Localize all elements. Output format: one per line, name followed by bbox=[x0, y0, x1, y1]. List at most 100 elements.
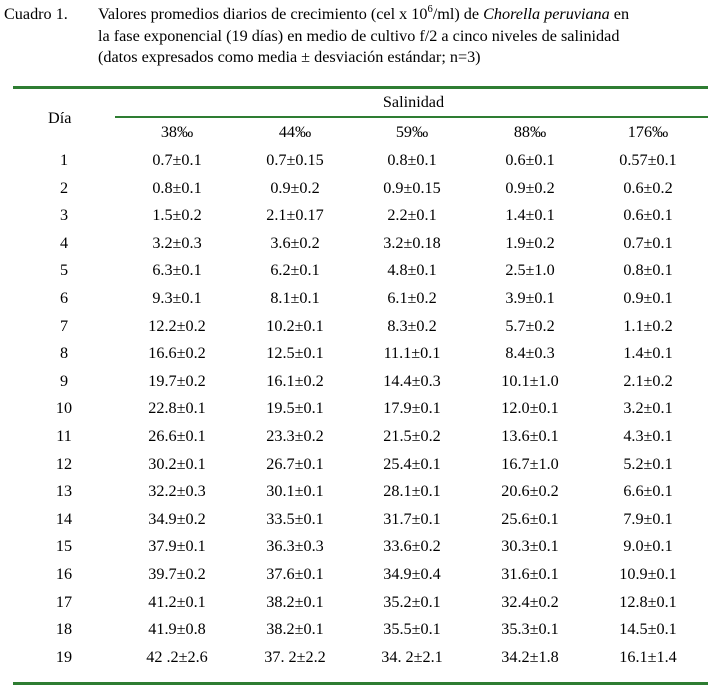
table-top-rule bbox=[13, 86, 708, 89]
value-cell: 17.9±0.1 bbox=[383, 399, 441, 418]
value-cell: 36.3±0.3 bbox=[266, 537, 324, 556]
value-cell: 0.6±0.1 bbox=[505, 151, 555, 169]
value-cell: 26.6±0.1 bbox=[148, 426, 206, 445]
value-cell: 5.7±0.2 bbox=[505, 316, 555, 335]
day-cell: 4 bbox=[59, 233, 69, 252]
value-cell: 37.9±0.1 bbox=[148, 537, 206, 556]
caption-line-1-b: /ml) de bbox=[432, 5, 484, 23]
value-cell: 1.4±0.1 bbox=[623, 344, 673, 363]
value-cell: 3.2±0.1 bbox=[623, 399, 673, 418]
salinity-column-header: 88‰ bbox=[513, 123, 547, 141]
value-cell: 0.8±0.1 bbox=[623, 261, 673, 280]
value-cell: 1.5±0.2 bbox=[152, 206, 202, 225]
salinity-column-header: 38‰ bbox=[160, 123, 194, 141]
salinity-column-header: 59‰ bbox=[395, 123, 429, 141]
value-cell: 37. 2±2.2 bbox=[264, 647, 326, 666]
value-cell: 0.57±0.1 bbox=[619, 151, 677, 169]
day-cell: 13 bbox=[55, 482, 73, 501]
day-cell: 14 bbox=[55, 509, 73, 528]
caption-line-1-a: Valores promedios diarios de crecimiento… bbox=[98, 5, 428, 23]
value-cell: 33.5±0.1 bbox=[266, 509, 324, 528]
value-cell: 0.9±0.2 bbox=[505, 178, 555, 197]
value-cell: 32.2±0.3 bbox=[148, 482, 206, 501]
table-row: 16 39.7±0.2 37.6±0.1 34.9±0.4 31.6±0.1 10.9±0… bbox=[0, 565, 717, 593]
value-cell: 19.5±0.1 bbox=[266, 399, 324, 418]
value-cell: 34.9±0.4 bbox=[383, 564, 441, 583]
salinity-column-header: 176‰ bbox=[627, 123, 669, 141]
value-cell: 16.1±1.4 bbox=[619, 647, 677, 666]
value-cell: 9.3±0.1 bbox=[152, 288, 202, 307]
day-cell: 6 bbox=[59, 288, 69, 307]
value-cell: 35.3±0.1 bbox=[501, 620, 559, 639]
value-cell: 4.3±0.1 bbox=[623, 426, 673, 445]
day-cell: 8 bbox=[59, 344, 69, 363]
value-cell: 39.7±0.2 bbox=[148, 564, 206, 583]
table-row: 14 34.9±0.2 33.5±0.1 31.7±0.1 25.6±0.1 7.9±0.… bbox=[0, 510, 717, 538]
caption-line-2: la fase exponencial (19 días) en medio d… bbox=[98, 26, 620, 45]
value-cell: 16.1±0.2 bbox=[266, 371, 324, 390]
value-cell: 35.2±0.1 bbox=[383, 592, 441, 611]
caption-exponent: 6 bbox=[427, 3, 433, 15]
salinity-header-rule bbox=[115, 116, 708, 118]
value-cell: 34. 2±2.1 bbox=[381, 647, 443, 666]
value-cell: 11.1±0.1 bbox=[383, 344, 441, 363]
value-cell: 12.2±0.2 bbox=[148, 316, 206, 335]
value-cell: 2.1±0.2 bbox=[623, 371, 673, 390]
value-cell: 6.2±0.1 bbox=[270, 261, 320, 280]
value-cell: 34.9±0.2 bbox=[148, 509, 206, 528]
value-cell: 14.5±0.1 bbox=[619, 620, 677, 639]
day-cell: 15 bbox=[55, 537, 73, 556]
value-cell: 6.1±0.2 bbox=[387, 288, 437, 307]
table-row: 8 16.6±0.2 12.5±0.1 11.1±0.1 8.4±0.3 1.4±0.1 bbox=[0, 344, 717, 372]
day-cell: 17 bbox=[55, 592, 73, 611]
day-cell: 10 bbox=[55, 399, 73, 418]
day-cell: 9 bbox=[59, 371, 69, 390]
value-cell: 21.5±0.2 bbox=[383, 426, 441, 445]
value-cell: 3.9±0.1 bbox=[505, 288, 555, 307]
value-cell: 30.2±0.1 bbox=[148, 454, 206, 473]
value-cell: 0.8±0.1 bbox=[387, 151, 437, 169]
value-cell: 0.9±0.15 bbox=[383, 178, 441, 197]
value-cell: 12.0±0.1 bbox=[501, 399, 559, 418]
day-cell: 19 bbox=[55, 647, 73, 666]
value-cell: 12.8±0.1 bbox=[619, 592, 677, 611]
day-cell: 2 bbox=[59, 178, 69, 197]
value-cell: 8.1±0.1 bbox=[270, 288, 320, 307]
value-cell: 16.7±1.0 bbox=[501, 454, 559, 473]
day-cell: 12 bbox=[55, 454, 73, 473]
value-cell: 0.7±0.1 bbox=[152, 151, 202, 169]
caption-line-1: Valores promedios diarios de crecimiento… bbox=[98, 4, 716, 26]
value-cell: 2.1±0.17 bbox=[266, 206, 324, 225]
value-cell: 32.4±0.2 bbox=[501, 592, 559, 611]
value-cell: 16.6±0.2 bbox=[148, 344, 206, 363]
value-cell: 0.6±0.2 bbox=[623, 178, 673, 197]
value-cell: 42 .2±2.6 bbox=[146, 647, 208, 666]
day-cell: 16 bbox=[55, 564, 73, 583]
table-row: 19 42 .2±2.6 37. 2±2.2 34. 2±2.1 34.2±1.8 16.… bbox=[0, 648, 717, 676]
value-cell: 28.1±0.1 bbox=[383, 482, 441, 501]
table-row: 5 6.3±0.1 6.2±0.1 4.8±0.1 2.5±1.0 0.8±0.1 bbox=[0, 261, 717, 289]
value-cell: 31.6±0.1 bbox=[501, 564, 559, 583]
table-row: 2 0.8±0.1 0.9±0.2 0.9±0.15 0.9±0.2 0.6±0.2 bbox=[0, 179, 717, 207]
value-cell: 3.2±0.18 bbox=[383, 233, 441, 252]
value-cell: 0.7±0.1 bbox=[623, 233, 673, 252]
value-cell: 37.6±0.1 bbox=[266, 564, 324, 583]
value-cell: 1.4±0.1 bbox=[505, 206, 555, 225]
caption-line-1-c: en bbox=[609, 5, 630, 23]
caption-text: Valores promedios diarios de crecimiento… bbox=[98, 4, 716, 69]
value-cell: 22.8±0.1 bbox=[148, 399, 206, 418]
day-cell: 18 bbox=[55, 620, 73, 639]
table-row: 12 30.2±0.1 26.7±0.1 25.4±0.1 16.7±1.0 5.2±0.… bbox=[0, 455, 717, 483]
value-cell: 1.9±0.2 bbox=[505, 233, 555, 252]
table-bottom-rule bbox=[13, 682, 708, 685]
value-cell: 41.9±0.8 bbox=[148, 620, 206, 639]
value-cell: 13.6±0.1 bbox=[501, 426, 559, 445]
table-row: 18 41.9±0.8 38.2±0.1 35.5±0.1 35.3±0.1 14.5±0… bbox=[0, 620, 717, 648]
value-cell: 8.3±0.2 bbox=[387, 316, 437, 335]
table-row: 1 0.7±0.1 0.7±0.15 0.8±0.1 0.6±0.1 0.57±0.1 bbox=[0, 151, 717, 179]
value-cell: 10.2±0.1 bbox=[266, 316, 324, 335]
table-row: 7 12.2±0.2 10.2±0.1 8.3±0.2 5.7±0.2 1.1±0.2 bbox=[0, 317, 717, 345]
value-cell: 9.0±0.1 bbox=[623, 537, 673, 556]
table-row: 3 1.5±0.2 2.1±0.17 2.2±0.1 1.4±0.1 0.6±0.1 bbox=[0, 206, 717, 234]
value-cell: 23.3±0.2 bbox=[266, 426, 324, 445]
